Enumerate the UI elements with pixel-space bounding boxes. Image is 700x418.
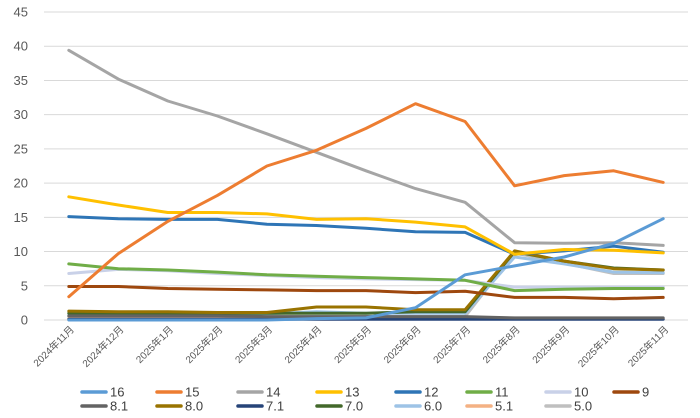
legend-label-6.0: 6.0	[424, 399, 442, 414]
series-line-7.0	[67, 250, 665, 315]
x-tick-label: 2024年12月	[79, 323, 126, 370]
series-line-13	[67, 195, 665, 256]
legend-label-10: 10	[574, 385, 588, 400]
x-tick-label: 2025年5月	[331, 323, 374, 366]
x-tick-label: 2025年7月	[430, 323, 473, 366]
x-tick-label: 2025年11月	[625, 323, 671, 369]
y-tick-label: 5	[21, 278, 28, 293]
series-line-14	[67, 48, 665, 247]
x-axis-ticks: 2024年11月 2024年12月 2025年1月 2025年2月 2025年3月 202…	[30, 323, 671, 370]
series-line-8.0	[67, 249, 665, 314]
x-tick-label: 2025年8月	[480, 323, 523, 366]
legend-label-14: 14	[266, 385, 280, 400]
legend-label-7.1: 7.1	[266, 399, 284, 414]
y-tick-label: 45	[14, 5, 28, 20]
legend-label-11: 11	[495, 385, 509, 400]
x-tick-label: 2025年3月	[232, 323, 275, 366]
x-tick-label: 2025年2月	[183, 323, 226, 366]
y-tick-label: 30	[14, 107, 28, 122]
legend-label-9: 9	[642, 385, 649, 400]
x-tick-label: 2025年1月	[133, 323, 176, 366]
y-tick-label: 20	[14, 176, 28, 191]
legend-label-16: 16	[110, 385, 124, 400]
series-lines	[67, 48, 665, 322]
y-tick-label: 15	[14, 210, 28, 225]
y-tick-label: 10	[14, 244, 28, 259]
gridlines	[44, 11, 688, 321]
x-tick-label: 2025年9月	[529, 323, 572, 366]
y-tick-label: 40	[14, 39, 28, 54]
y-tick-label: 0	[21, 313, 28, 328]
x-tick-label: 2025年10月	[575, 323, 622, 370]
legend-label-5.0: 5.0	[574, 399, 592, 414]
y-axis-ticks: 0 5 10 15 20 25 30 35 40 45	[14, 5, 28, 328]
legend-label-8.0: 8.0	[185, 399, 203, 414]
series-line-9	[67, 285, 665, 301]
series-line-11	[67, 262, 665, 293]
legend-label-8.1: 8.1	[110, 399, 128, 414]
x-tick-label: 2025年6月	[381, 323, 424, 366]
legend-label-5.1: 5.1	[495, 399, 513, 414]
x-tick-label: 2024年11月	[30, 323, 76, 369]
legend-label-7.0: 7.0	[345, 399, 363, 414]
legend-label-12: 12	[424, 385, 438, 400]
series-line-15	[67, 102, 665, 299]
y-tick-label: 35	[14, 73, 28, 88]
y-tick-label: 25	[14, 141, 28, 156]
series-line-16	[67, 217, 665, 322]
legend: 16 15 14 13 12 11 10 9 8.1 8.0 7.1 7.0 6.0 5.1 5.0	[80, 385, 649, 414]
legend-label-13: 13	[345, 385, 359, 400]
x-tick-label: 2025年4月	[282, 323, 325, 366]
legend-label-15: 15	[185, 385, 199, 400]
